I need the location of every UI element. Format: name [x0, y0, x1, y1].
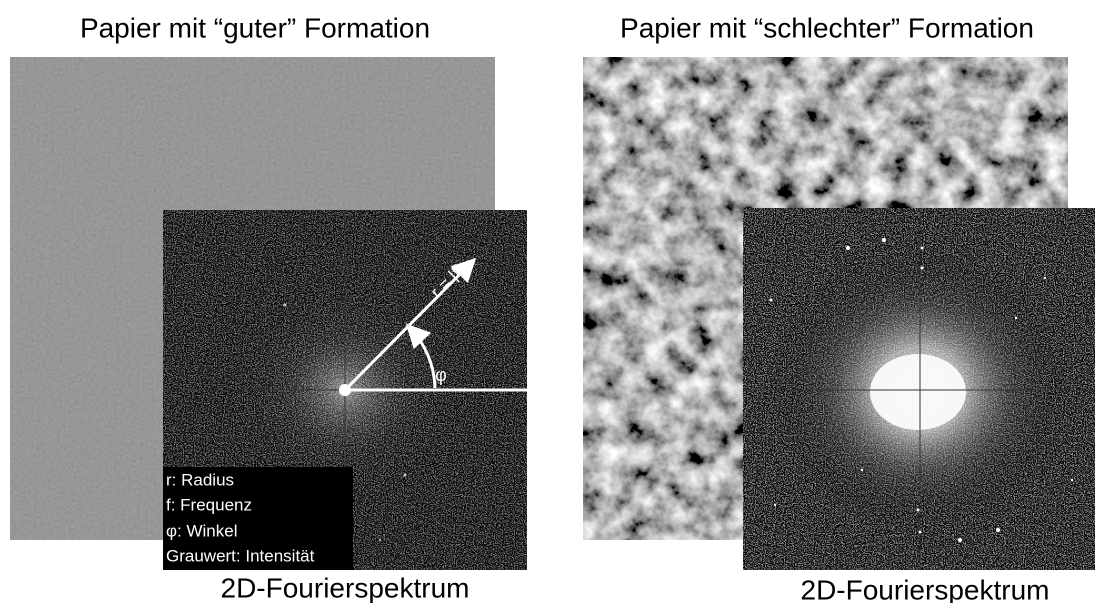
legend: r: Radius f: Frequenz φ: Winkel Grauwert…: [163, 467, 353, 570]
right-spectrum: [743, 208, 1095, 570]
legend-item: f: Frequenz: [166, 495, 252, 514]
legend-item: r: Radius: [166, 470, 234, 489]
right-title: Papier mit “schlechter” Formation: [620, 12, 1034, 43]
legend-item: φ: Winkel: [166, 521, 237, 540]
left-caption: 2D-Fourierspektrum: [221, 572, 470, 603]
right-caption: 2D-Fourierspektrum: [801, 574, 1050, 603]
angle-label: φ: [435, 365, 447, 385]
figure: Papier mit “guter” Formation r = |f| φ r…: [0, 0, 1095, 603]
legend-item: Grauwert: Intensität: [166, 546, 315, 565]
left-title: Papier mit “guter” Formation: [80, 12, 430, 43]
